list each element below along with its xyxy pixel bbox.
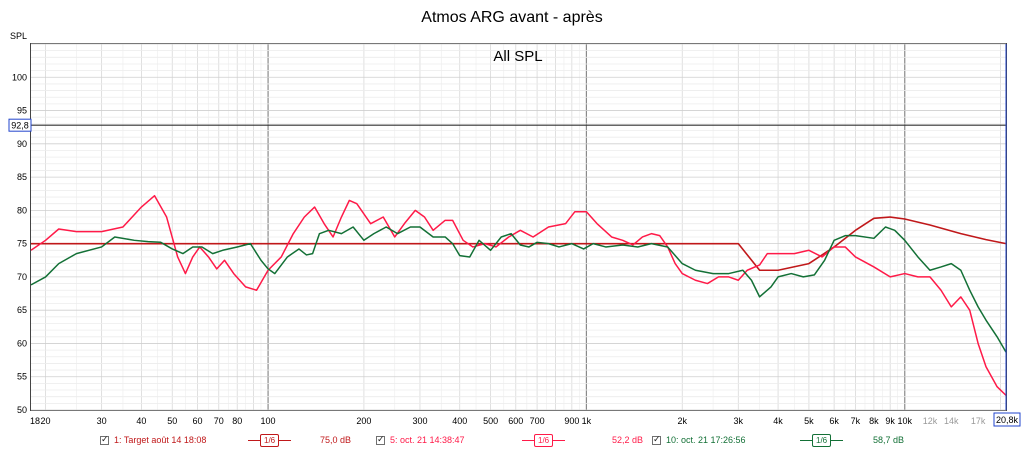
smoothing-indicator[interactable]: 1/6 bbox=[800, 433, 844, 447]
x-tick-label: 30 bbox=[97, 416, 107, 426]
x-tick-label: 900 bbox=[564, 416, 579, 426]
x-tick-label: 8k bbox=[869, 416, 879, 426]
y-tick-label: 75 bbox=[17, 239, 27, 249]
x-tick-label: 600 bbox=[508, 416, 523, 426]
x-tick-label: 300 bbox=[412, 416, 427, 426]
y-tick-label: 100 bbox=[12, 72, 27, 82]
x-tick-label: 40 bbox=[136, 416, 146, 426]
smoothing-indicator[interactable]: 1/6 bbox=[248, 433, 292, 447]
x-tick-label: 5k bbox=[804, 416, 814, 426]
legend-item-5[interactable]: 5: oct. 21 14:38:47 bbox=[376, 432, 465, 448]
x-tick-label: 1k bbox=[582, 416, 592, 426]
legend-value: 58,7 dB bbox=[873, 435, 905, 445]
legend-value: 75,0 dB bbox=[320, 435, 352, 445]
legend-item-target[interactable]: 1: Target août 14 18:08 bbox=[100, 432, 206, 448]
y-axis-ticks: 50 55 60 65 70 75 80 85 90 95 100 bbox=[12, 72, 27, 415]
cursor-x-label: 20,8k bbox=[996, 415, 1019, 425]
y-tick-label: 95 bbox=[17, 106, 27, 116]
series-line-3 bbox=[30, 226, 1007, 353]
x-tick-label: 2k bbox=[677, 416, 687, 426]
legend-value: 52,2 dB bbox=[612, 435, 644, 445]
x-tick-label: 7k bbox=[851, 416, 861, 426]
x-tick-label: 80 bbox=[232, 416, 242, 426]
smoothing-label: 1/6 bbox=[534, 433, 554, 447]
cursor-x-box bbox=[993, 412, 1021, 427]
x-tick-label: 500 bbox=[483, 416, 498, 426]
chart-svg: Atmos ARG avant - après SPL All SPL 50 55… bbox=[8, 9, 1021, 427]
smoothing-indicator[interactable]: 1/6 bbox=[522, 433, 566, 447]
x-tick-label: 10k bbox=[897, 416, 912, 426]
legend-label: 10: oct. 21 17:26:56 bbox=[666, 435, 746, 445]
series-line-2 bbox=[30, 194, 1007, 396]
y-tick-label: 70 bbox=[17, 272, 27, 282]
x-tick-label: 14k bbox=[944, 416, 959, 426]
series-line-1 bbox=[31, 216, 1007, 272]
plot-area[interactable] bbox=[30, 43, 1007, 411]
x-tick-label: 20 bbox=[41, 416, 51, 426]
y-tick-label: 55 bbox=[17, 372, 27, 382]
x-tick-label: 200 bbox=[356, 416, 371, 426]
y-tick-label: 50 bbox=[17, 405, 27, 415]
checkbox-icon[interactable] bbox=[652, 434, 661, 445]
x-tick-label: 12k bbox=[923, 416, 938, 426]
x-tick-label: 400 bbox=[452, 416, 467, 426]
y-tick-label: 65 bbox=[17, 305, 27, 315]
x-tick-label: 17k bbox=[971, 416, 986, 426]
cursor-y-box bbox=[8, 118, 32, 132]
series-group bbox=[30, 194, 1007, 396]
legend-label: 5: oct. 21 14:38:47 bbox=[390, 435, 465, 445]
x-tick-label: 100 bbox=[261, 416, 276, 426]
legend-item-10[interactable]: 10: oct. 21 17:26:56 bbox=[652, 432, 746, 448]
checkbox-icon[interactable] bbox=[100, 434, 109, 445]
x-tick-label: 9k bbox=[885, 416, 895, 426]
y-tick-label: 60 bbox=[17, 338, 27, 348]
cursor-y-label: 92,8 bbox=[11, 121, 29, 131]
y-tick-label: 80 bbox=[17, 205, 27, 215]
x-tick-label: 50 bbox=[167, 416, 177, 426]
y-tick-label: 90 bbox=[17, 139, 27, 149]
y-axis-label: SPL bbox=[10, 31, 27, 41]
cursor[interactable]: 92,8 20,8k bbox=[8, 44, 1021, 427]
plot-subtitle: All SPL bbox=[493, 48, 542, 65]
chart-title: Atmos ARG avant - après bbox=[421, 9, 602, 26]
x-tick-label: 18 bbox=[30, 416, 40, 426]
legend: 1: Target août 14 18:08 1/6 75,0 dB 5: o… bbox=[0, 432, 1024, 452]
legend-label: 1: Target août 14 18:08 bbox=[114, 435, 207, 445]
smoothing-label: 1/6 bbox=[812, 433, 832, 447]
checkbox-icon[interactable] bbox=[376, 434, 385, 445]
x-tick-label: 700 bbox=[530, 416, 545, 426]
x-tick-label: 4k bbox=[773, 416, 783, 426]
smoothing-label: 1/6 bbox=[260, 433, 280, 447]
x-tick-label: 3k bbox=[734, 416, 744, 426]
x-tick-label: 6k bbox=[829, 416, 839, 426]
x-tick-label: 60 bbox=[192, 416, 202, 426]
x-tick-label: 70 bbox=[214, 416, 224, 426]
y-tick-label: 85 bbox=[17, 172, 27, 182]
grid bbox=[31, 43, 1006, 411]
x-axis-ticks: 18 20 30 40 50 60 70 80 100 200 300 400 500 600 700 900… bbox=[30, 416, 986, 426]
